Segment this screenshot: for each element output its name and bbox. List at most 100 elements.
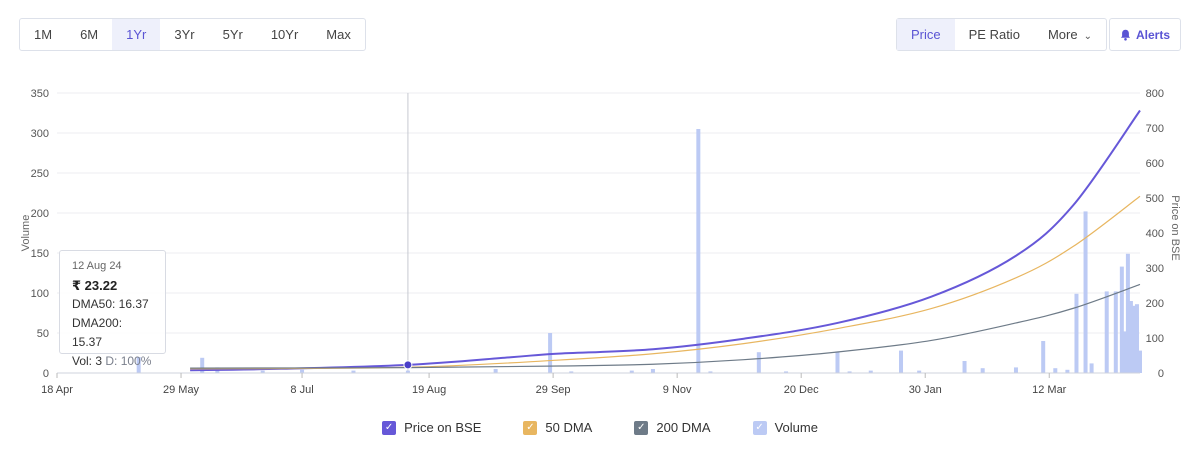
volume-bar	[260, 370, 265, 373]
y-tick-left: 100	[31, 288, 49, 300]
volume-bar	[980, 368, 985, 373]
tooltip-delivery: D: 100%	[105, 354, 152, 368]
bell-icon	[1120, 29, 1130, 41]
x-tick-label: 19 Aug	[412, 384, 446, 396]
series-lines	[190, 109, 1141, 372]
volume-bar	[569, 371, 574, 373]
y-tick-left: 350	[31, 88, 49, 100]
chart-tooltip: 12 Aug 24 ₹ 23.22 DMA50: 16.37 DMA200: 1…	[59, 250, 166, 368]
range-button-10yr[interactable]: 10Yr	[270, 27, 299, 42]
y-tick-right: 0	[1158, 368, 1164, 380]
series-line-dma50	[190, 195, 1141, 370]
volume-bar	[1104, 291, 1109, 373]
volume-bar	[1041, 341, 1046, 373]
more-dropdown[interactable]: More ⌄	[1034, 19, 1106, 50]
volume-bar	[1113, 291, 1118, 373]
y-tick-left: 50	[37, 328, 49, 340]
tooltip-date: 12 Aug 24	[72, 260, 122, 272]
y-tick-right: 500	[1146, 193, 1164, 205]
alerts-label: Alerts	[1135, 27, 1170, 42]
tooltip-price: ₹ 23.22	[72, 278, 118, 293]
volume-bar	[1122, 331, 1127, 373]
volume-bar	[756, 352, 761, 373]
y-tick-right: 700	[1146, 123, 1164, 135]
legend-item-volume[interactable]: ✓ Volume	[752, 420, 818, 435]
legend-label: Volume	[774, 420, 818, 435]
volume-bar	[708, 371, 713, 373]
volume-bar	[1074, 293, 1079, 373]
volume-bar	[696, 129, 701, 373]
hover-marker	[403, 360, 413, 370]
volume-bar	[1083, 211, 1088, 373]
volume-bar	[917, 370, 922, 373]
series-line-dma200	[190, 283, 1141, 369]
volume-bar	[1053, 368, 1058, 373]
volume-bar	[351, 370, 356, 373]
y-axis-label-left: Volume	[20, 215, 32, 252]
tooltip-volume: Vol: 3 D: 100%	[72, 352, 153, 371]
volume-bar	[1131, 305, 1136, 373]
volume-bar	[548, 333, 553, 373]
y-tick-left: 0	[43, 368, 49, 380]
volume-bar	[1065, 369, 1070, 373]
volume-bar	[136, 357, 141, 373]
volume-bar	[835, 351, 840, 373]
volume-bar	[1013, 367, 1018, 373]
y-tick-right: 100	[1146, 333, 1164, 345]
range-button-6m[interactable]: 6M	[80, 27, 99, 42]
range-button-1m[interactable]: 1M	[34, 27, 53, 42]
legend-item-price[interactable]: ✓ Price on BSE	[382, 420, 481, 435]
volume-bar	[868, 370, 873, 373]
series-line-price	[190, 109, 1141, 372]
volume-bar	[650, 369, 655, 373]
price-button[interactable]: Price	[897, 19, 955, 50]
legend-item-dma200[interactable]: ✓ 200 DMA	[634, 420, 711, 435]
y-axis-label-right: Price on BSE	[1169, 195, 1181, 260]
y-tick-right: 600	[1146, 158, 1164, 170]
x-tick-label: 18 Apr	[41, 384, 73, 396]
y-tick-right: 800	[1146, 88, 1164, 100]
x-tick-label: 30 Jan	[909, 384, 942, 396]
range-button-5yr[interactable]: 5Yr	[222, 27, 243, 42]
x-tick-label: 29 Sep	[536, 384, 571, 396]
volume-bar	[405, 370, 410, 373]
volume-bar	[1119, 266, 1124, 373]
legend-label: Price on BSE	[404, 420, 482, 435]
volume-bar	[1125, 253, 1130, 373]
y-tick-left: 150	[31, 248, 49, 260]
volume-bar	[1138, 350, 1142, 373]
checkbox-checked-icon: ✓	[752, 420, 767, 435]
volume-bar	[1128, 301, 1133, 373]
more-label: More	[1047, 27, 1078, 42]
y-tick-right: 300	[1146, 263, 1164, 275]
volume-bar	[1089, 363, 1094, 373]
volume-bar	[629, 370, 634, 373]
x-tick-label: 8 Jul	[290, 384, 313, 396]
alerts-button[interactable]: Alerts	[1109, 18, 1181, 51]
y-tick-right: 200	[1146, 298, 1164, 310]
legend-label: 200 DMA	[656, 420, 711, 435]
y-tick-right: 400	[1146, 228, 1164, 240]
y-tick-left: 300	[31, 128, 49, 140]
legend-item-dma50[interactable]: ✓ 50 DMA	[523, 420, 592, 435]
x-tick-label: 9 Nov	[663, 384, 692, 396]
range-selector: 1M 6M 1Yr 3Yr 5Yr 10Yr Max	[19, 18, 366, 51]
range-button-max[interactable]: Max	[326, 27, 351, 42]
pe-ratio-button[interactable]: PE Ratio	[968, 27, 1020, 42]
volume-bar	[200, 357, 205, 373]
range-button-3yr[interactable]: 3Yr	[174, 27, 195, 42]
volume-bar	[493, 369, 498, 373]
y-tick-left: 200	[31, 208, 49, 220]
x-tick-label: 20 Dec	[784, 384, 819, 396]
metric-selector: Price PE Ratio More ⌄	[896, 18, 1107, 51]
checkbox-checked-icon: ✓	[634, 420, 649, 435]
volume-bars	[136, 129, 1142, 373]
volume-bar	[962, 361, 967, 373]
volume-bar	[1131, 341, 1136, 373]
hover-point	[403, 360, 413, 370]
x-tick-label: 12 Mar	[1032, 384, 1067, 396]
tooltip-vol: Vol: 3	[72, 354, 103, 368]
tooltip-dma200: DMA200: 15.37	[72, 316, 123, 349]
range-button-1yr[interactable]: 1Yr	[112, 19, 161, 50]
